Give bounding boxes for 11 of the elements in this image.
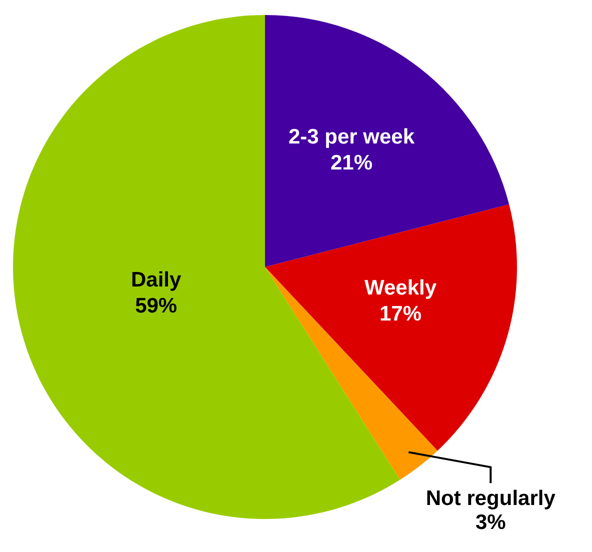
data-label: 3% <box>475 511 506 534</box>
slice-label: Daily <box>131 268 182 292</box>
slice-label: Weekly <box>364 276 437 300</box>
data-label: 17% <box>380 302 422 326</box>
data-label: 59% <box>135 294 178 318</box>
slice-label: Not regularly <box>426 487 556 510</box>
pie-slice <box>265 15 510 267</box>
pie-slice <box>265 204 517 451</box>
pie-slice <box>265 267 438 480</box>
slice-label: 2-3 per week <box>288 125 415 148</box>
data-label: 21% <box>330 151 373 174</box>
